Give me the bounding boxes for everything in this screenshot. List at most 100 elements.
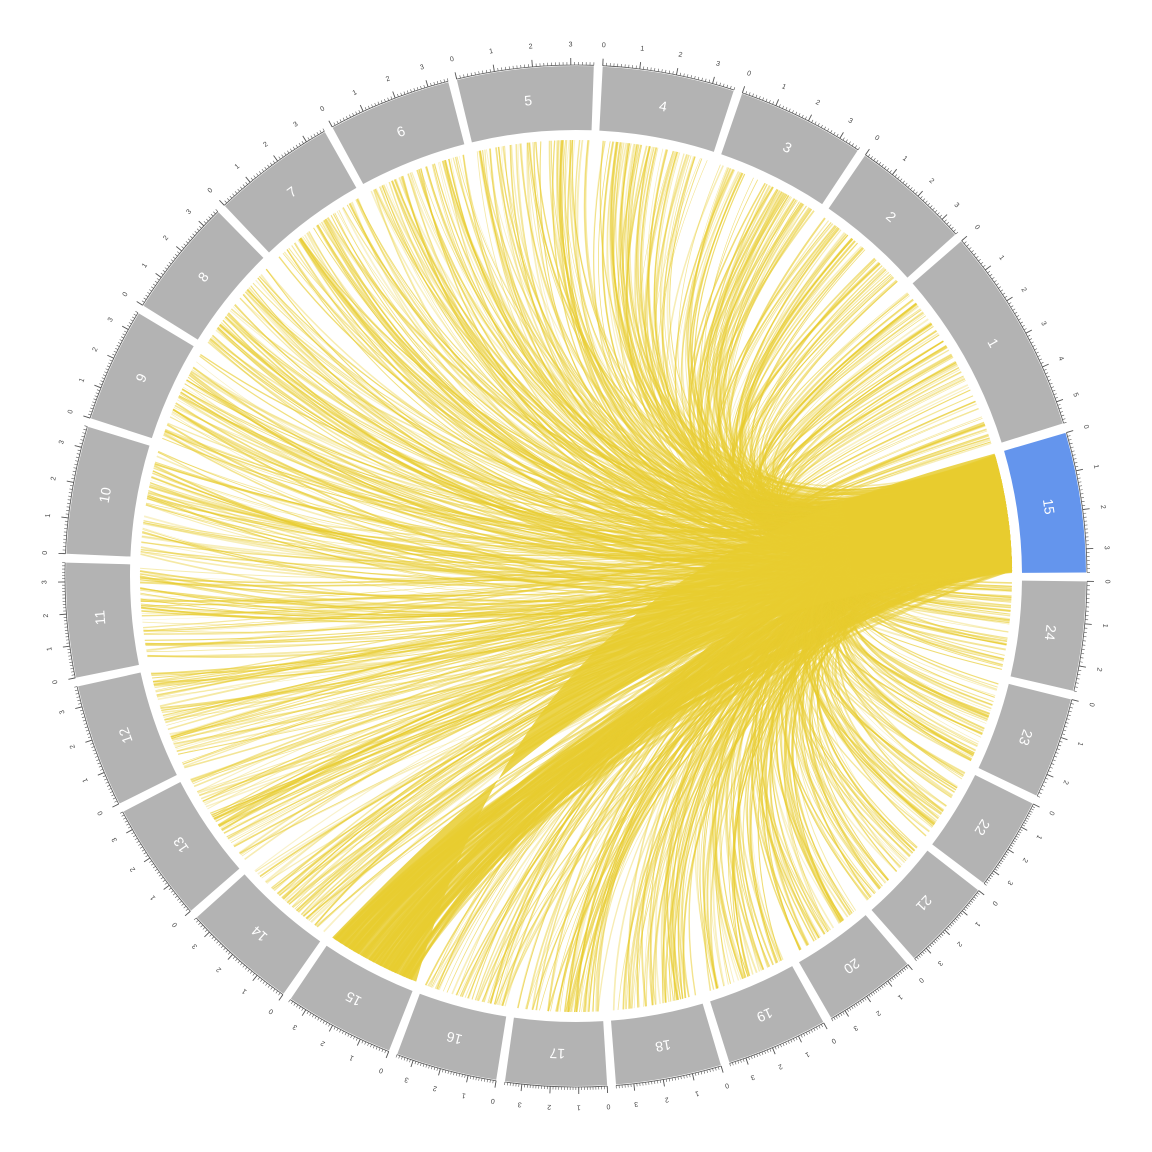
minor-tick <box>1059 740 1063 743</box>
segment-22[interactable] <box>932 775 1033 883</box>
tick-label: 0 <box>973 224 981 232</box>
minor-tick <box>486 1079 488 1083</box>
chord-ribbon <box>636 146 996 488</box>
minor-tick <box>485 69 488 73</box>
minor-tick <box>174 895 178 898</box>
segment-20[interactable] <box>799 915 908 1018</box>
segment-14[interactable] <box>196 874 321 994</box>
tick-label: 1 <box>694 1089 699 1097</box>
minor-tick <box>126 823 130 826</box>
minor-tick <box>1032 806 1035 808</box>
major-tick <box>83 415 91 419</box>
minor-tick <box>1055 396 1059 399</box>
segment-2[interactable] <box>828 155 956 278</box>
minor-tick <box>665 1078 668 1082</box>
minor-tick <box>128 322 132 325</box>
minor-tick <box>1061 414 1065 417</box>
segment-8[interactable] <box>143 212 264 340</box>
minor-tick <box>489 1079 491 1083</box>
segment-3[interactable] <box>721 93 858 205</box>
minor-tick <box>1046 375 1050 378</box>
segment-19[interactable] <box>710 966 824 1063</box>
minor-tick <box>122 333 126 336</box>
minor-tick <box>154 280 158 284</box>
segment-17[interactable] <box>505 1017 608 1086</box>
major-tick <box>410 1060 414 1068</box>
segment-24[interactable] <box>1010 580 1086 691</box>
segment-21[interactable] <box>871 850 978 958</box>
minor-tick <box>93 398 97 401</box>
tick-label: 0 <box>268 1007 275 1015</box>
segment-label: 19 <box>754 1005 775 1026</box>
minor-tick <box>1040 362 1044 364</box>
minor-tick <box>400 92 402 96</box>
segment-23[interactable] <box>978 683 1071 796</box>
minor-tick <box>172 892 176 896</box>
segment-10[interactable] <box>66 426 150 557</box>
minor-tick <box>722 83 725 87</box>
minor-tick <box>96 389 100 392</box>
segment-15[interactable] <box>290 945 413 1051</box>
segment-5[interactable] <box>456 66 594 143</box>
segment-1[interactable] <box>912 241 1063 443</box>
minor-tick <box>100 380 104 383</box>
minor-tick <box>341 1030 344 1034</box>
tick-label: 0 <box>873 134 880 142</box>
tick-label: 3 <box>58 439 66 445</box>
minor-tick <box>842 1011 845 1015</box>
segment-18[interactable] <box>610 1003 721 1085</box>
minor-tick <box>661 69 663 73</box>
segment-6[interactable] <box>332 82 465 185</box>
segment-16[interactable] <box>397 993 507 1080</box>
minor-tick <box>1025 817 1029 820</box>
tick-label: 1 <box>352 89 359 97</box>
minor-tick <box>127 325 131 328</box>
minor-tick <box>120 336 124 339</box>
minor-tick <box>164 882 168 885</box>
minor-tick <box>715 1067 717 1071</box>
segment-12[interactable] <box>78 672 177 804</box>
minor-tick <box>240 186 243 190</box>
minor-tick <box>75 693 79 695</box>
minor-tick <box>1043 781 1047 784</box>
major-tick <box>85 739 93 743</box>
minor-tick <box>185 908 189 911</box>
minor-tick <box>872 991 876 995</box>
segment-11[interactable] <box>66 562 139 678</box>
minor-tick <box>924 949 927 953</box>
tick-label: 2 <box>69 743 77 749</box>
segment-4[interactable] <box>599 66 734 152</box>
tick-label: 0 <box>830 1036 837 1044</box>
minor-tick <box>1048 379 1052 382</box>
segment-9[interactable] <box>90 313 194 439</box>
minor-tick <box>177 251 180 254</box>
minor-tick <box>946 927 949 931</box>
minor-tick <box>143 852 147 855</box>
minor-tick <box>916 956 919 960</box>
minor-tick <box>92 749 96 752</box>
minor-tick <box>249 971 253 974</box>
minor-tick <box>224 200 227 204</box>
minor-tick <box>1004 295 1008 298</box>
minor-tick <box>944 219 947 223</box>
segment-13[interactable] <box>123 781 240 911</box>
segment-7[interactable] <box>224 132 357 253</box>
minor-tick <box>1054 755 1058 758</box>
minor-tick <box>220 945 224 949</box>
minor-tick <box>295 144 298 148</box>
segment-15-highlighted[interactable] <box>1004 432 1086 573</box>
minor-tick <box>467 73 469 77</box>
minor-tick <box>94 756 98 758</box>
chord-bundle <box>332 453 1012 982</box>
minor-tick <box>1052 389 1056 392</box>
minor-tick <box>708 79 711 83</box>
minor-tick <box>820 1024 823 1028</box>
minor-tick <box>815 1026 818 1030</box>
minor-tick <box>339 1029 342 1033</box>
tick-label: 3 <box>936 959 944 967</box>
minor-tick <box>170 259 174 262</box>
minor-tick <box>879 987 882 990</box>
tick-label: 0 <box>1087 702 1095 708</box>
minor-tick <box>830 130 833 134</box>
